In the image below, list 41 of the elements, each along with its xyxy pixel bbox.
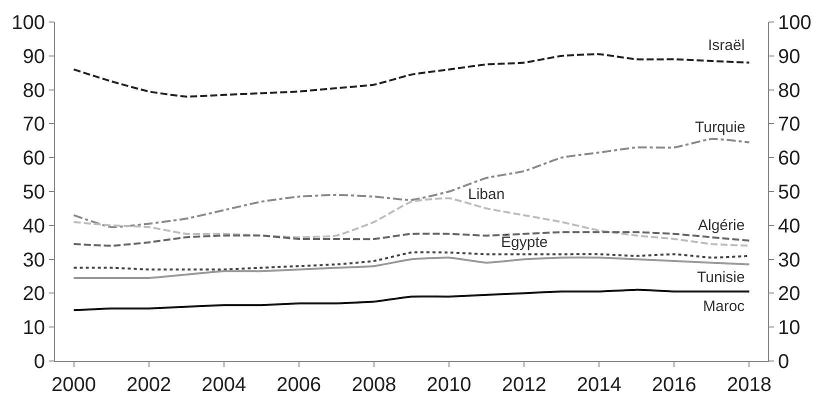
- y2-tick-label: 90: [778, 46, 800, 68]
- y-tick-label: 50: [22, 182, 45, 204]
- y2-tick-label: 20: [778, 283, 800, 306]
- y-tick-label: 20: [22, 283, 45, 306]
- y-tick-label: 0: [34, 351, 45, 373]
- y-tick-label: 10: [22, 317, 45, 340]
- y-tick-label: 70: [22, 114, 45, 136]
- series-label: Maroc: [703, 298, 746, 315]
- y-tick-label: 80: [22, 80, 45, 102]
- x-tick-label: 2016: [652, 374, 696, 396]
- series-label: Turquie: [695, 119, 746, 136]
- y2-tick-label: 100: [778, 12, 812, 34]
- y2-tick-label: 80: [778, 80, 800, 102]
- y-tick-label: 30: [22, 249, 45, 272]
- y-tick-label: 90: [22, 46, 45, 68]
- x-tick-label: 2002: [126, 374, 172, 396]
- series-label: Liban: [468, 186, 505, 203]
- y2-tick-label: 0: [778, 351, 790, 373]
- y2-tick-label: 70: [778, 114, 800, 136]
- x-tick-label: 2018: [726, 374, 772, 396]
- line-series: [72, 53, 750, 98]
- series-label: Israël: [708, 37, 745, 54]
- x-tick-label: 2000: [52, 374, 96, 396]
- y-tick-label: 60: [22, 148, 45, 170]
- x-tick-label: 2012: [502, 374, 546, 396]
- x-tick-label: 2010: [426, 374, 472, 396]
- x-tick-label: 2004: [202, 374, 246, 396]
- y2-tick-label: 60: [778, 148, 800, 170]
- series-label: Algérie: [698, 217, 745, 234]
- y2-tick-label: 40: [778, 215, 800, 238]
- series-label: Égypte: [501, 233, 548, 251]
- y2-tick-label: 30: [778, 249, 800, 272]
- y2-tick-label: 50: [778, 182, 800, 204]
- y-tick-label: 100: [12, 12, 45, 34]
- x-tick-label: 2006: [276, 374, 322, 396]
- series-label: Tunisie: [697, 269, 745, 286]
- y2-tick-label: 10: [778, 317, 800, 340]
- line-series: [72, 288, 750, 312]
- y-tick-label: 40: [22, 215, 45, 238]
- x-tick-label: 2008: [352, 374, 396, 396]
- x-tick-label: 2014: [576, 374, 622, 396]
